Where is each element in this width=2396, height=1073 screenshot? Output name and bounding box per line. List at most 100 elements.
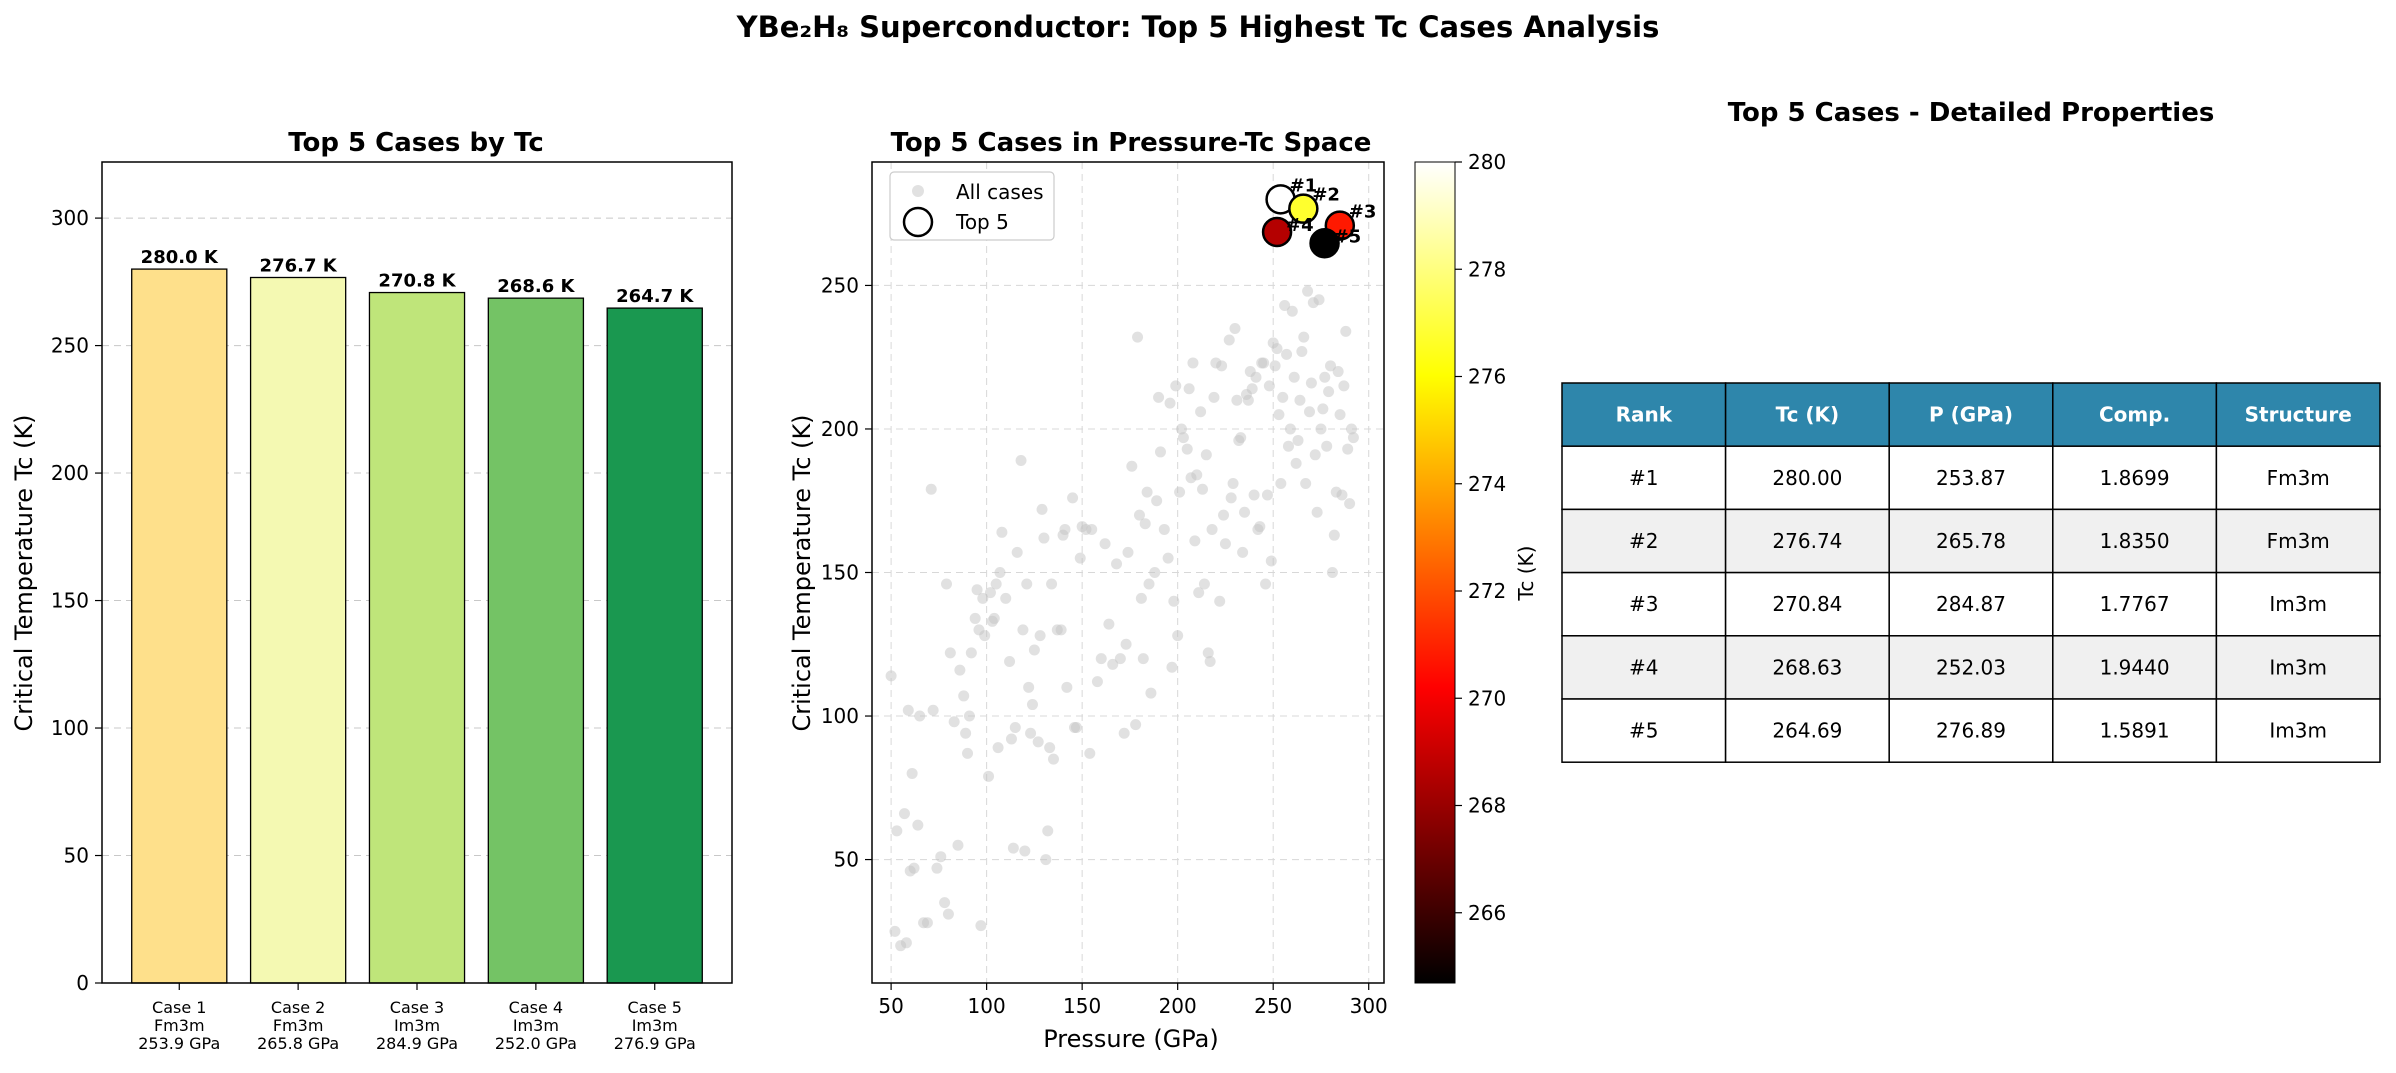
scatter-y-tick-label: 200 [821, 417, 859, 441]
scatter-point [1004, 655, 1016, 667]
table-cell [1724, 445, 1890, 511]
scatter-point [1277, 391, 1289, 403]
scatter-point [1340, 325, 1352, 337]
scatter-point [1141, 486, 1153, 498]
scatter-y-tick-label: 150 [821, 561, 859, 585]
scatter-point [1135, 592, 1147, 604]
scatter-point [1007, 842, 1019, 854]
table-header-cell [2052, 382, 2218, 447]
scatter-point [1326, 567, 1338, 578]
scatter-point [1235, 432, 1247, 444]
colorbar-ticks: 266 268 270 272 274 276 278 280 [1455, 150, 1506, 925]
top5-marker [1261, 216, 1293, 248]
table-header-text: Tc (K) [1776, 403, 1840, 427]
properties-table: Rank Tc (K) P (GPa) Comp. Structure #1 280.00 2… [1561, 382, 2381, 763]
scatter-point [1149, 567, 1161, 578]
bar-x-tick-label: 284.9 GPa [376, 1034, 458, 1053]
scatter-point [1317, 403, 1329, 415]
scatter-y-tick-label: 100 [821, 704, 859, 728]
table-cell [1561, 445, 1727, 511]
table-cell [1561, 635, 1727, 700]
scatter-point [1265, 555, 1277, 567]
table-cell [2215, 445, 2381, 511]
scatter-legend: All cases Top 5 [889, 171, 1055, 241]
scatter-point [1216, 360, 1228, 372]
scatter-x-tick-label: 200 [1159, 994, 1197, 1018]
scatter-chart-ylabel: Critical Temperature Tc (K) [788, 414, 816, 731]
bar-x-tick-label: 253.9 GPa [138, 1034, 220, 1053]
scatter-point [1281, 348, 1293, 360]
scatter-point [1168, 595, 1180, 607]
legend-all-cases-marker [912, 185, 924, 197]
scatter-point [931, 862, 943, 874]
scatter-point [1200, 449, 1212, 461]
scatter-point [1132, 331, 1144, 343]
bar [249, 276, 347, 984]
scatter-point [1294, 394, 1306, 406]
scatter-point [1303, 406, 1315, 418]
table-cell-text: 1.8699 [2100, 466, 2170, 490]
colorbar-tick-label: 274 [1468, 472, 1506, 496]
scatter-point [1183, 383, 1195, 395]
scatter-point [944, 647, 956, 659]
table-cell-text: 252.03 [1936, 655, 2006, 679]
bar-x-tick-label: Fm3m [273, 1016, 324, 1035]
table-cell [2052, 698, 2218, 763]
scatter-point [1284, 423, 1296, 435]
scatter-point [1198, 578, 1210, 590]
scatter-point [1153, 391, 1165, 403]
top5-label: #1 [1290, 175, 1318, 196]
scatter-point [1170, 380, 1182, 392]
scatter-point [925, 483, 937, 495]
bar-chart-title: Top 5 Cases by Tc [288, 128, 544, 158]
scatter-x-tick-label: 300 [1350, 994, 1388, 1018]
scatter-point [952, 839, 964, 851]
scatter-point [1346, 423, 1358, 435]
scatter-point [1044, 742, 1056, 754]
scatter-point [1191, 469, 1203, 481]
colorbar-tick-label: 266 [1468, 901, 1506, 925]
scatter-point [1323, 386, 1335, 398]
bar-y-tick-label: 250 [51, 334, 89, 358]
scatter-point [889, 925, 901, 937]
scatter-point [1321, 440, 1333, 452]
scatter-point [1015, 455, 1027, 467]
scatter-point [939, 897, 951, 909]
top5-label: #4 [1286, 215, 1314, 236]
table-cell-text: #2 [1629, 529, 1658, 553]
scatter-point [1055, 624, 1067, 636]
bar-x-tick-label: 252.0 GPa [495, 1034, 577, 1053]
scatter-point [1036, 503, 1048, 515]
scatter-point [1122, 546, 1134, 558]
scatter-point [1000, 592, 1012, 604]
table-header-cell [2215, 382, 2381, 447]
scatter-point [1158, 523, 1170, 535]
scatter-point [996, 526, 1008, 538]
scatter-point [900, 937, 912, 949]
scatter-point [902, 704, 914, 716]
scatter-point [1025, 727, 1037, 739]
scatter-point [927, 704, 939, 716]
colorbar-tick-label: 270 [1468, 686, 1506, 710]
scatter-point [941, 578, 953, 590]
scatter-point [1311, 506, 1323, 518]
scatter-point [1181, 443, 1193, 455]
scatter-point [1325, 360, 1337, 372]
scatter-chart-frame [871, 161, 1385, 984]
bar-x-tick-label: Im3m [513, 1016, 559, 1035]
table-cell-text: 280.00 [1772, 466, 1842, 490]
top5-marker [1288, 193, 1319, 224]
bar-value-label: 264.7 K [616, 286, 694, 307]
scatter-point [1313, 294, 1325, 306]
scatter-point [1047, 753, 1059, 765]
table-header-text: Comp. [2099, 403, 2170, 427]
scatter-point [983, 770, 995, 782]
bar [487, 297, 585, 984]
table-cell-text: 1.8350 [2100, 529, 2170, 553]
table-cell-text: Im3m [2269, 655, 2327, 679]
scatter-point [1021, 578, 1033, 590]
scatter-point [891, 825, 903, 837]
bar [131, 268, 228, 984]
scatter-y-tick-label: 50 [834, 848, 859, 872]
